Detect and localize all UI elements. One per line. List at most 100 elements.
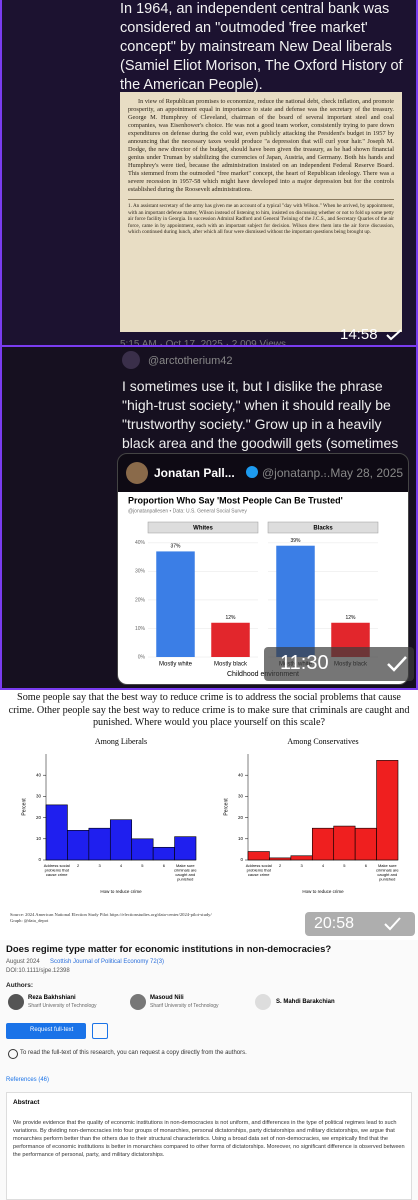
x-tick-label: Address social problems that cause crime bbox=[44, 863, 70, 877]
histogram-bar bbox=[131, 838, 154, 861]
avatar bbox=[126, 462, 148, 484]
bar bbox=[156, 551, 195, 657]
scan-footnote: 1. An assistant secretary of the army ha… bbox=[128, 199, 394, 236]
y-axis-label: Percent bbox=[21, 798, 27, 816]
x-axis-label: How to reduce crime bbox=[302, 889, 344, 894]
post-text: I sometimes use it, but I dislike the ph… bbox=[122, 378, 399, 470]
abstract-text: We provide evidence that the quality of … bbox=[13, 1120, 405, 1158]
post-4: Does regime type matter for economic ins… bbox=[0, 940, 418, 1200]
x-axis-label: Childhood environment bbox=[227, 671, 299, 678]
histogram-bar bbox=[354, 827, 377, 861]
author-name[interactable]: Reza Bakhshiani bbox=[28, 995, 76, 1001]
author-affiliation: Sharif University of Technology bbox=[28, 1003, 97, 1009]
request-button[interactable] bbox=[6, 1023, 86, 1039]
notice: To read the full-text of this research, … bbox=[20, 1050, 247, 1056]
histogram-bar bbox=[333, 825, 356, 861]
y-axis-label: Percent bbox=[223, 798, 229, 816]
x-tick-label: Make sure criminals are caught and punished bbox=[376, 863, 399, 882]
quote-date: · May 28, 2025 bbox=[323, 466, 404, 480]
chart-subtitle: @jonatanpallesen • Data: U.S. General So… bbox=[128, 508, 247, 514]
author-name[interactable]: Masoud Nili bbox=[150, 995, 184, 1001]
references-tab[interactable]: References (46) bbox=[6, 1077, 50, 1083]
scan-paragraph: In view of Republican promises to econom… bbox=[128, 98, 394, 193]
quote-name: Jonatan Pall... bbox=[154, 466, 235, 480]
y-tick-label: 20 bbox=[36, 815, 42, 820]
post-3: Some people say that the best way to red… bbox=[0, 690, 418, 940]
bar bbox=[276, 545, 315, 657]
x-tick-label: 6 bbox=[365, 863, 368, 868]
paper-title: Does regime type matter for economic ins… bbox=[6, 944, 332, 955]
abstract-label: Abstract bbox=[13, 1099, 40, 1106]
y-tick-label: 40 bbox=[238, 772, 244, 777]
doi[interactable]: DOI:10.1111/sjpe.12398 bbox=[6, 968, 70, 974]
author-avatar bbox=[8, 994, 24, 1010]
source: Source: 2024 American National Election … bbox=[10, 912, 212, 917]
quote-handle: @jonatanp... bbox=[262, 466, 331, 480]
histogram-bar bbox=[88, 827, 111, 861]
timestamp: 20:58 bbox=[314, 915, 355, 932]
x-tick-label: 3 bbox=[98, 863, 101, 868]
chart-title: Proportion Who Say 'Most People Can Be T… bbox=[128, 495, 343, 505]
bar bbox=[211, 622, 250, 657]
x-tick-label: 5 bbox=[343, 863, 346, 868]
x-tick-label: 2 bbox=[279, 863, 282, 868]
x-tick-label: 4 bbox=[120, 863, 123, 868]
post-meta: 5:15 AM · Oct 17, 2025 · 2,009 Views bbox=[120, 339, 286, 350]
y-tick-label: 10% bbox=[135, 626, 146, 632]
panel-title: Blacks bbox=[313, 526, 333, 532]
y-tick-label: 20 bbox=[238, 815, 244, 820]
author-affiliation: Sharif University of Technology bbox=[150, 1003, 219, 1009]
book-scan: In view of Republican promises to econom… bbox=[120, 92, 402, 332]
dropdown-button[interactable] bbox=[92, 1023, 108, 1039]
abstract-box: Abstract We provide evidence that the qu… bbox=[6, 1092, 412, 1200]
paper-date: August 2024 bbox=[6, 959, 40, 965]
button-label[interactable]: Request full-text bbox=[30, 1027, 74, 1033]
y-tick-label: 10 bbox=[36, 836, 42, 841]
x-tick-label: Make sure criminals are caught and punished bbox=[174, 863, 197, 882]
histogram-bar bbox=[376, 760, 399, 861]
histogram-bar bbox=[174, 836, 197, 861]
y-tick-label: 0% bbox=[138, 654, 146, 660]
x-tick-label: 3 bbox=[300, 863, 303, 868]
histogram-bar bbox=[152, 846, 175, 861]
histogram-bar bbox=[247, 851, 270, 861]
x-tick-label: 4 bbox=[322, 863, 325, 868]
timestamp: 14:58 bbox=[340, 326, 378, 343]
question: Some people say that the best way to red… bbox=[8, 692, 410, 728]
credit: Graph: @data_depot bbox=[10, 918, 49, 923]
histogram-bar bbox=[45, 804, 68, 861]
histogram-bar bbox=[67, 830, 90, 861]
verified-icon bbox=[246, 466, 258, 478]
x-tick-label: 6 bbox=[163, 863, 166, 868]
histogram-bar bbox=[290, 855, 313, 861]
time-overlay bbox=[305, 912, 415, 936]
quote-card: Jonatan Pall... @jonatanp... · May 28, 2… bbox=[117, 453, 409, 685]
post-text: In 1964, an independent central bank was… bbox=[120, 1, 403, 93]
timestamp: 11:30 bbox=[280, 652, 329, 674]
authors-label: Authors: bbox=[6, 982, 34, 989]
histogram-bar bbox=[311, 827, 335, 861]
check-icon bbox=[387, 656, 407, 672]
y-tick-label: 10 bbox=[238, 836, 244, 841]
y-tick-label: 30 bbox=[238, 794, 244, 799]
y-tick-label: 30% bbox=[135, 569, 146, 575]
histogram-bar bbox=[269, 857, 292, 861]
journal-link[interactable]: Scottish Journal of Political Economy 72… bbox=[50, 959, 165, 965]
x-tick-label: Mostly black bbox=[214, 662, 248, 668]
author-name[interactable]: S. Mahdi Barakchian bbox=[276, 999, 335, 1005]
avatar bbox=[122, 351, 140, 369]
info-icon bbox=[8, 1049, 18, 1059]
panel-title: Among Liberals bbox=[95, 737, 147, 746]
y-tick-label: 0 bbox=[38, 857, 41, 862]
x-axis-label: How to reduce crime bbox=[100, 889, 142, 894]
y-tick-label: 40% bbox=[135, 540, 146, 546]
x-tick-label: Mostly white bbox=[159, 662, 193, 668]
value-label: 39% bbox=[290, 538, 301, 544]
post-2: @arctotherium42 I sometimes use it, but … bbox=[0, 345, 418, 690]
y-tick-label: 0 bbox=[240, 857, 243, 862]
panel-title: Whites bbox=[193, 526, 213, 532]
value-label: 12% bbox=[345, 615, 356, 621]
check-icon bbox=[384, 917, 401, 931]
